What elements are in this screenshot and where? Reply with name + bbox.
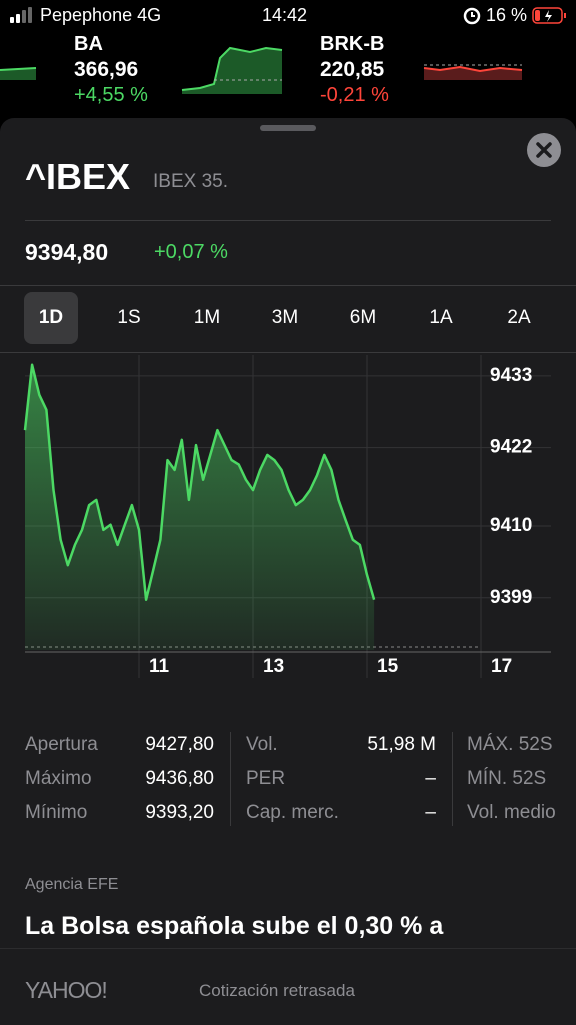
news-source: Agencia EFE xyxy=(25,876,119,893)
column-divider xyxy=(452,732,453,826)
symbol: ^IBEX xyxy=(25,156,131,197)
ticker-sparklines xyxy=(0,46,523,94)
x-tick-label: 11 xyxy=(149,656,170,677)
battery-text: 16 % xyxy=(486,5,528,25)
divider xyxy=(0,285,576,286)
y-tick-label: 9422 xyxy=(490,437,532,458)
stat-label: Máximo xyxy=(25,768,92,789)
stat-value: 9393,20 xyxy=(145,802,214,823)
ticker-change: -0,21 % xyxy=(320,84,389,106)
y-tick-label: 9433 xyxy=(490,365,532,386)
stat-label: Apertura xyxy=(25,734,98,755)
range-tab[interactable]: 1M xyxy=(193,307,221,328)
divider xyxy=(25,220,551,221)
brand: YAHOO! xyxy=(25,977,108,1003)
ticker-symbol[interactable]: BRK-B xyxy=(320,33,385,55)
price-change: +0,07 % xyxy=(154,241,228,263)
price: 9394,80 xyxy=(25,239,109,265)
range-tab[interactable]: 6M xyxy=(349,307,377,328)
range-tab[interactable]: 1A xyxy=(429,307,453,328)
divider xyxy=(0,352,576,353)
news-headline[interactable]: La Bolsa española sube el 0,30 % a xyxy=(25,912,444,940)
grabber[interactable] xyxy=(260,125,316,131)
stat-label: Cap. merc. xyxy=(246,802,339,823)
footer xyxy=(0,948,576,1025)
range-tab[interactable]: 1S xyxy=(117,307,141,328)
signal-icon xyxy=(10,7,32,23)
delay-note: Cotización retrasada xyxy=(199,981,355,1000)
stat-label: Mínimo xyxy=(25,802,88,823)
range-tab[interactable]: 3M xyxy=(271,307,299,328)
clock: 14:42 xyxy=(262,5,308,25)
stat-value: 9436,80 xyxy=(145,768,214,789)
y-tick-label: 9399 xyxy=(490,587,532,608)
stat-value: 9427,80 xyxy=(145,734,214,755)
stat-value: – xyxy=(425,802,436,823)
column-divider xyxy=(230,732,231,826)
stat-label: PER xyxy=(246,768,286,789)
price-line xyxy=(23,363,376,601)
ticker-change: +4,55 % xyxy=(74,84,148,106)
ticker-price: 220,85 xyxy=(320,58,385,81)
stat-value: – xyxy=(425,768,436,789)
x-tick-label: 15 xyxy=(377,656,399,677)
carrier: Pepephone 4G xyxy=(40,5,162,25)
battery-icon xyxy=(532,7,566,24)
y-tick-label: 9410 xyxy=(490,515,532,536)
stat-value: 51,98 M xyxy=(367,734,436,755)
area xyxy=(25,364,375,650)
company-name: IBEX 35. xyxy=(153,171,228,192)
x-tick-label: 13 xyxy=(263,656,284,677)
ticker-price: 366,96 xyxy=(74,58,139,81)
range-tab[interactable]: 1D xyxy=(24,292,78,344)
close-button[interactable] xyxy=(527,133,561,167)
stat-label: Vol. medio xyxy=(467,802,556,823)
stat-label: Vol. xyxy=(246,734,278,755)
ticker-symbol[interactable]: BA xyxy=(74,33,103,55)
x-tick-label: 17 xyxy=(491,656,512,677)
stat-label: MÍN. 52S xyxy=(467,768,547,789)
stat-label: MÁX. 52S xyxy=(467,734,553,755)
alarm-icon xyxy=(463,7,481,25)
range-tab[interactable]: 2A xyxy=(507,307,531,328)
price-chart: 9399 9410 9422 9433 11 13 15 17 xyxy=(23,355,551,678)
